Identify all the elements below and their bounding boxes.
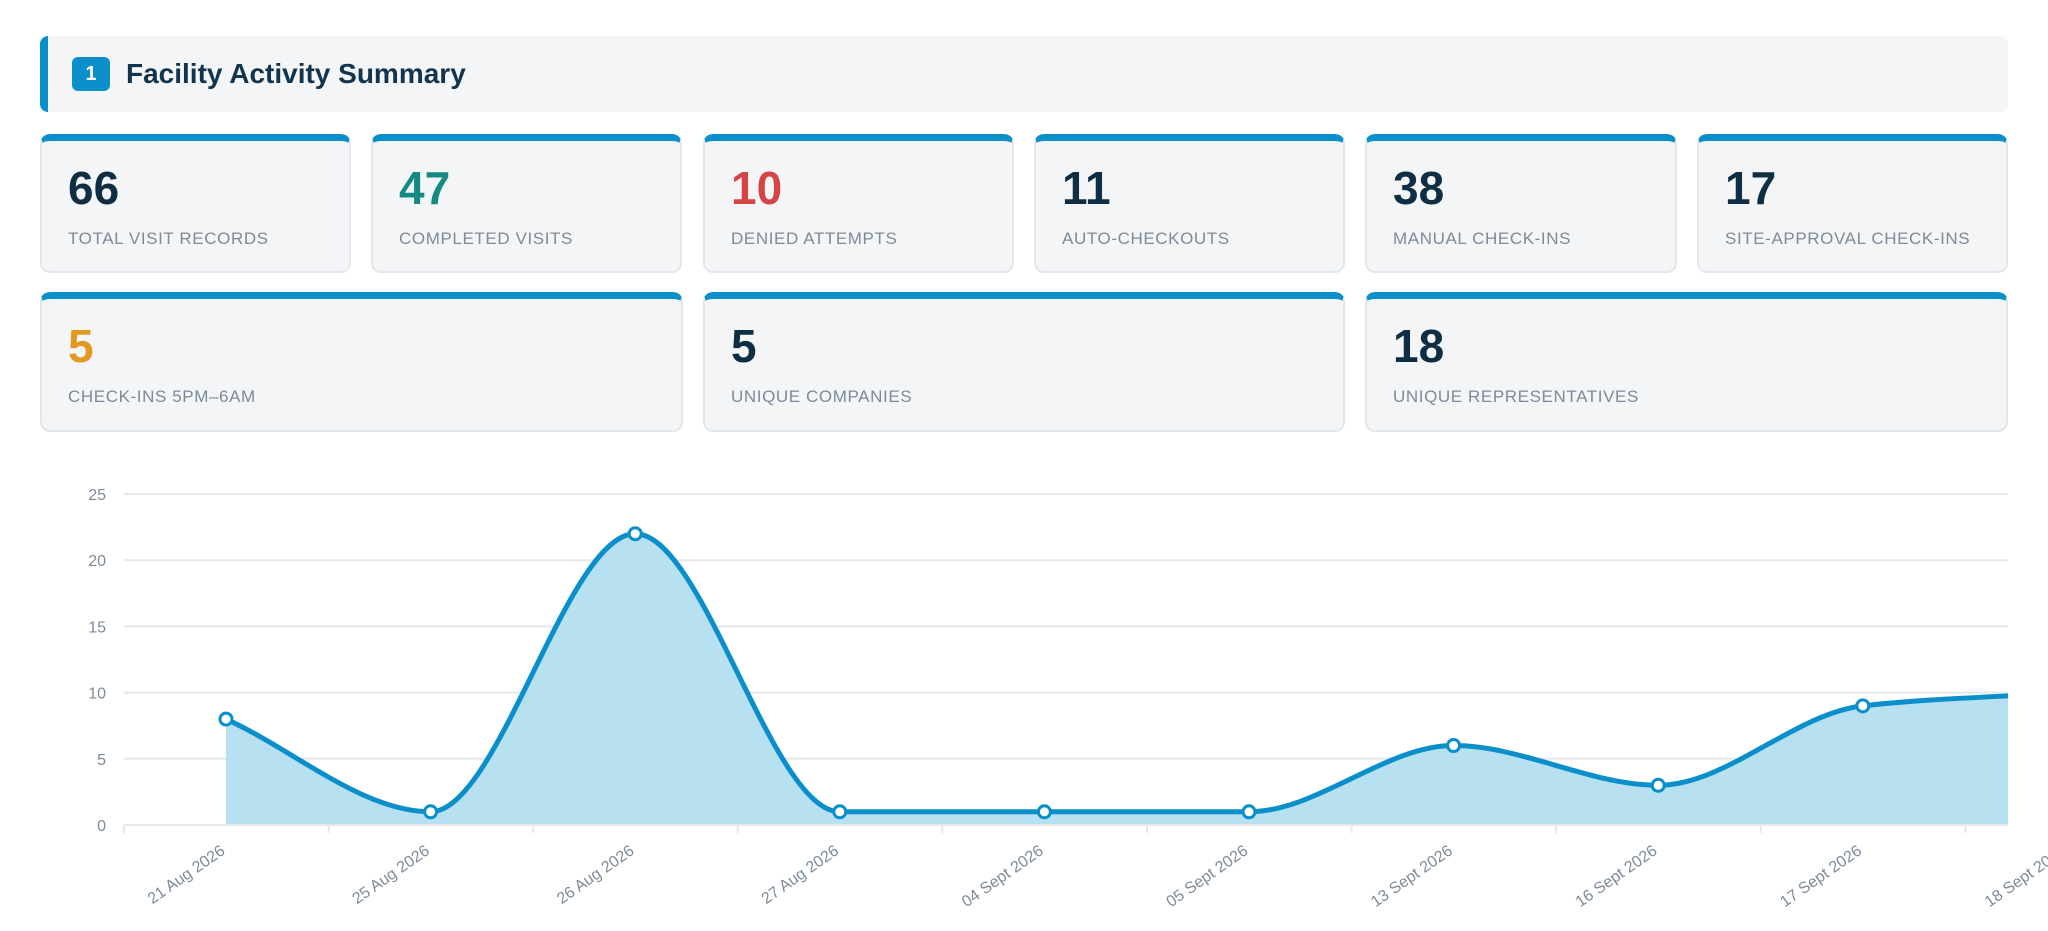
stat-card-manual-check-ins: 38 MANUAL CHECK-INS xyxy=(1365,134,1677,273)
stat-label: UNIQUE REPRESENTATIVES xyxy=(1393,387,1639,406)
y-tick-label: 10 xyxy=(88,686,106,703)
y-tick-label: 15 xyxy=(88,619,106,636)
data-point xyxy=(423,804,439,820)
stat-card-total-visit-records: 66 TOTAL VISIT RECORDS xyxy=(40,134,351,273)
series-group xyxy=(218,526,2008,825)
stat-label: CHECK-INS 5PM–6AM xyxy=(68,387,256,406)
stat-label: DENIED ATTEMPTS xyxy=(731,229,898,248)
y-tick-label: 25 xyxy=(88,487,106,504)
stat-card-auto-checkouts: 11 AUTO-CHECKOUTS xyxy=(1034,134,1345,273)
visits-area-chart: 25 20 15 10 5 0 21 Aug 2026 25 Aug 2026 26 Aug 2… xyxy=(0,460,2048,931)
stat-value: 5 xyxy=(68,320,94,372)
data-point xyxy=(627,526,643,542)
stat-value: 10 xyxy=(731,162,783,214)
stat-value: 5 xyxy=(731,320,757,372)
stat-label: TOTAL VISIT RECORDS xyxy=(68,229,269,248)
x-tick-label: 13 Sept 2026 xyxy=(1368,842,1456,911)
data-point xyxy=(1650,777,1666,793)
x-tick-label: 21 Aug 2026 xyxy=(145,842,228,908)
x-tick-label: 26 Aug 2026 xyxy=(554,842,637,908)
section-number-badge: 1 xyxy=(72,57,110,91)
x-tick-label: 04 Sept 2026 xyxy=(959,842,1047,911)
x-tick-label: 17 Sept 2026 xyxy=(1777,842,1865,911)
data-point xyxy=(218,711,234,727)
x-tick-label: 25 Aug 2026 xyxy=(350,842,433,908)
section-title: Facility Activity Summary xyxy=(126,58,466,89)
series-area xyxy=(226,533,2008,825)
y-tick-label: 0 xyxy=(97,818,106,835)
stat-label: COMPLETED VISITS xyxy=(399,229,573,248)
stat-value: 17 xyxy=(1725,162,1777,214)
x-tick-label: 27 Aug 2026 xyxy=(759,842,842,908)
x-tick-label: 05 Sept 2026 xyxy=(1164,842,1252,911)
y-tick-label: 5 xyxy=(97,752,106,769)
data-point xyxy=(1855,698,1871,714)
stat-label: SITE-APPROVAL CHECK-INS xyxy=(1725,229,1971,248)
data-point xyxy=(832,804,848,820)
series-line xyxy=(224,531,2008,815)
stat-card-site-approval-check-ins: 17 SITE-APPROVAL CHECK-INS xyxy=(1697,134,2008,273)
stat-value: 47 xyxy=(399,162,451,214)
stat-value: 66 xyxy=(68,162,120,214)
stat-card-completed-visits: 47 COMPLETED VISITS xyxy=(371,134,682,273)
data-point xyxy=(1036,804,1052,820)
data-point xyxy=(1446,738,1462,754)
stat-label: MANUAL CHECK-INS xyxy=(1393,229,1572,248)
x-tick-label: 18 Sept 2026 xyxy=(1982,842,2048,911)
stat-value: 38 xyxy=(1393,162,1445,214)
stat-label: AUTO-CHECKOUTS xyxy=(1062,229,1230,248)
stat-value: 18 xyxy=(1393,320,1445,372)
section-header: 1 Facility Activity Summary xyxy=(40,36,2008,112)
chart-svg: 25 20 15 10 5 0 21 Aug 2026 25 Aug 2026 26 Aug 2… xyxy=(88,487,2048,911)
stat-label: UNIQUE COMPANIES xyxy=(731,387,913,406)
stat-card-denied-attempts: 10 DENIED ATTEMPTS xyxy=(703,134,1014,273)
x-tick-label: 16 Sept 2026 xyxy=(1573,842,1661,911)
stat-card-check-ins-after-hours: 5 CHECK-INS 5PM–6AM xyxy=(40,292,683,432)
stat-value: 11 xyxy=(1062,162,1111,214)
stat-card-unique-companies: 5 UNIQUE COMPANIES xyxy=(703,292,1345,432)
data-point xyxy=(1241,804,1257,820)
stat-card-unique-representatives: 18 UNIQUE REPRESENTATIVES xyxy=(1365,292,2008,432)
y-tick-label: 20 xyxy=(88,553,106,570)
